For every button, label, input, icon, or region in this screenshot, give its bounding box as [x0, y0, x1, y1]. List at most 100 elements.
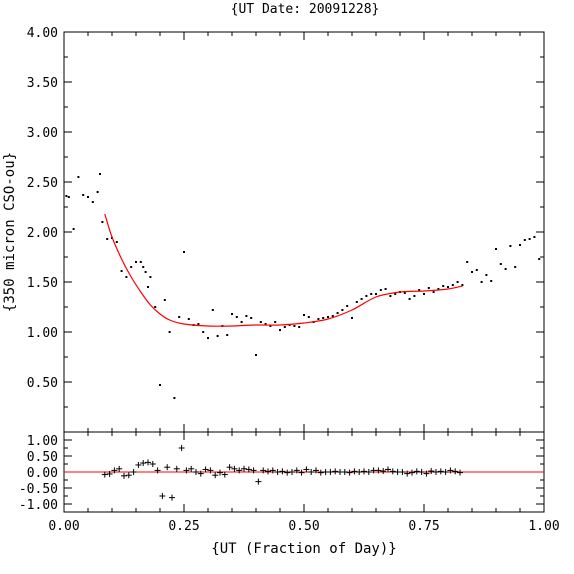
data-point — [509, 245, 512, 247]
data-point — [269, 325, 272, 327]
chart-title: {UT Date: 20091228} — [231, 2, 380, 17]
residual-point — [236, 467, 243, 474]
data-point — [437, 288, 440, 290]
residual-point — [265, 468, 271, 475]
data-point — [255, 354, 257, 356]
residual-y-tick-label: -1.00 — [19, 498, 58, 513]
data-point — [403, 292, 406, 294]
x-tick-label: 0.50 — [288, 519, 319, 534]
residual-point — [303, 466, 310, 473]
residual-point — [452, 468, 459, 475]
data-point — [456, 281, 459, 283]
data-point — [135, 261, 137, 263]
residual-point — [226, 464, 233, 471]
residual-point — [217, 469, 223, 476]
data-point — [408, 298, 411, 300]
residual-point — [197, 470, 204, 477]
residual-point — [140, 460, 147, 467]
residual-point — [178, 445, 185, 451]
x-tick-label: 0.00 — [48, 519, 79, 534]
data-point — [355, 301, 358, 303]
residual-point — [365, 469, 372, 475]
residual-point — [389, 468, 396, 475]
residual-point — [145, 459, 151, 466]
y-axis-label: {350 micron CSO-ou} — [2, 152, 18, 312]
data-point — [283, 326, 286, 328]
main-plot-frame — [63, 31, 545, 433]
data-point — [519, 244, 521, 246]
data-point — [317, 318, 320, 320]
data-point — [307, 316, 310, 318]
data-point — [432, 291, 435, 293]
data-point — [523, 239, 526, 241]
data-point — [379, 289, 382, 291]
x-axis-ticks: 0.00 0.25 0.50 0.75 1.00 — [48, 32, 560, 534]
residual-point — [121, 472, 127, 479]
data-point — [384, 288, 387, 290]
data-point — [331, 315, 334, 317]
x-axis-label: {UT (Fraction of Day)} — [211, 541, 396, 557]
residual-point — [159, 493, 166, 499]
data-point — [120, 270, 123, 272]
residual-point — [404, 470, 411, 477]
data-point — [336, 312, 339, 314]
data-point — [533, 236, 536, 238]
data-point — [147, 286, 149, 288]
residual-point — [183, 467, 190, 474]
data-point — [259, 321, 262, 323]
residual-point — [327, 469, 334, 475]
data-point — [101, 221, 104, 223]
residual-point — [255, 478, 262, 485]
data-point — [67, 196, 70, 198]
residual-point — [149, 461, 156, 467]
y-tick-label: 4.00 — [27, 26, 58, 41]
data-point — [351, 317, 353, 319]
residual-point — [169, 494, 175, 501]
y-tick-label: 3.50 — [27, 76, 58, 91]
data-point — [130, 266, 133, 268]
residual-y-tick-label: -0.50 — [19, 482, 58, 497]
residual-point — [221, 471, 228, 478]
residual-point — [457, 469, 463, 476]
data-point — [322, 317, 325, 319]
data-point — [240, 321, 243, 323]
residual-point — [231, 465, 238, 472]
data-point — [87, 196, 89, 198]
data-point — [226, 334, 229, 336]
data-point — [451, 284, 454, 286]
residual-point — [245, 466, 252, 473]
residual-point — [313, 467, 319, 474]
residual-point — [346, 469, 353, 476]
data-point — [96, 191, 99, 193]
data-point — [231, 313, 233, 315]
y-tick-label: 0.50 — [27, 376, 58, 391]
data-point — [327, 316, 329, 318]
data-point — [370, 293, 373, 295]
data-point — [413, 295, 416, 297]
residual-point — [437, 468, 444, 475]
data-point — [504, 268, 507, 270]
residual-point — [375, 467, 382, 474]
residual-point — [135, 461, 142, 468]
residual-point — [269, 467, 276, 474]
data-point — [423, 293, 425, 295]
residual-point — [125, 472, 132, 479]
data-point — [173, 397, 176, 399]
residual-point — [173, 465, 180, 472]
data-point — [106, 238, 109, 240]
residual-point — [399, 469, 406, 475]
data-point — [216, 335, 219, 337]
residual-point — [111, 467, 118, 474]
residual-point — [428, 468, 435, 475]
data-point — [125, 276, 128, 278]
data-point — [298, 326, 301, 328]
residual-point — [164, 464, 171, 471]
residual-point — [351, 468, 358, 475]
data-point — [149, 276, 152, 278]
data-point — [163, 299, 166, 301]
data-point — [99, 173, 101, 175]
residual-point — [289, 469, 295, 475]
x-tick-label: 1.00 — [528, 519, 559, 534]
data-point — [538, 258, 541, 260]
